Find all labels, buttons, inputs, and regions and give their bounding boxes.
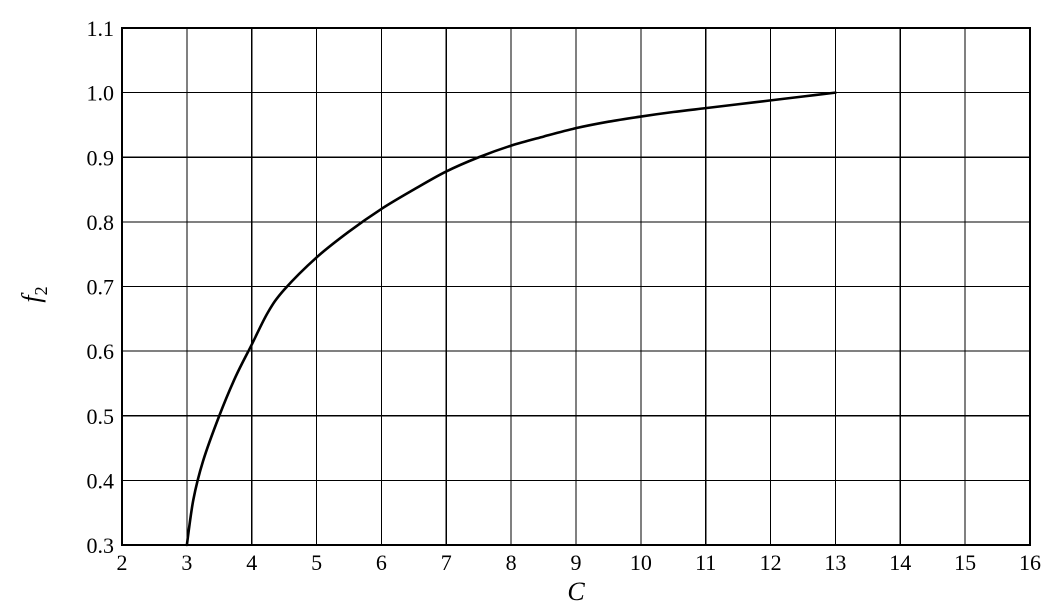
plot-frame — [121, 27, 1031, 546]
x-tick-label: 14 — [889, 550, 911, 575]
y-tick-label: 1.1 — [87, 16, 115, 41]
x-tick-label: 6 — [376, 550, 387, 575]
x-tick-label: 5 — [311, 550, 322, 575]
y-tick-label: 0.8 — [87, 210, 115, 235]
series-line — [185, 91, 837, 547]
x-tick-label: 13 — [824, 550, 846, 575]
y-tick-label: 0.9 — [87, 145, 115, 170]
x-axis-title: C — [567, 577, 585, 606]
x-tick-label: 10 — [630, 550, 652, 575]
y-tick-label: 0.6 — [87, 339, 115, 364]
grid — [121, 27, 1031, 546]
y-tick-label: 0.7 — [87, 275, 115, 300]
x-tick-label: 7 — [441, 550, 452, 575]
y-tick-label: 0.5 — [87, 404, 115, 429]
y-axis-title: f2 — [17, 286, 51, 302]
x-tick-label: 16 — [1019, 550, 1041, 575]
x-tick-label: 12 — [760, 550, 782, 575]
y-tick-label: 0.3 — [87, 533, 115, 558]
y-tick-label: 0.4 — [87, 468, 115, 493]
x-tick-label: 2 — [117, 550, 128, 575]
y-axis-title-subscript: 2 — [31, 286, 51, 295]
x-tick-label: 9 — [571, 550, 582, 575]
x-tick-label: 8 — [506, 550, 517, 575]
y-axis-title-main: f — [17, 292, 46, 303]
x-tick-label: 4 — [246, 550, 257, 575]
x-tick-label: 15 — [954, 550, 976, 575]
series-layer — [185, 91, 837, 547]
x-tick-label: 11 — [695, 550, 716, 575]
x-tick-label: 3 — [181, 550, 192, 575]
x-tick-labels: 2 3 4 5 6 7 8 9 10 11 12 13 14 15 16 — [117, 550, 1042, 575]
y-tick-label: 1.0 — [87, 81, 115, 106]
y-tick-labels: 0.3 0.4 0.5 0.6 0.7 0.8 0.9 1.0 1.1 — [87, 16, 115, 558]
